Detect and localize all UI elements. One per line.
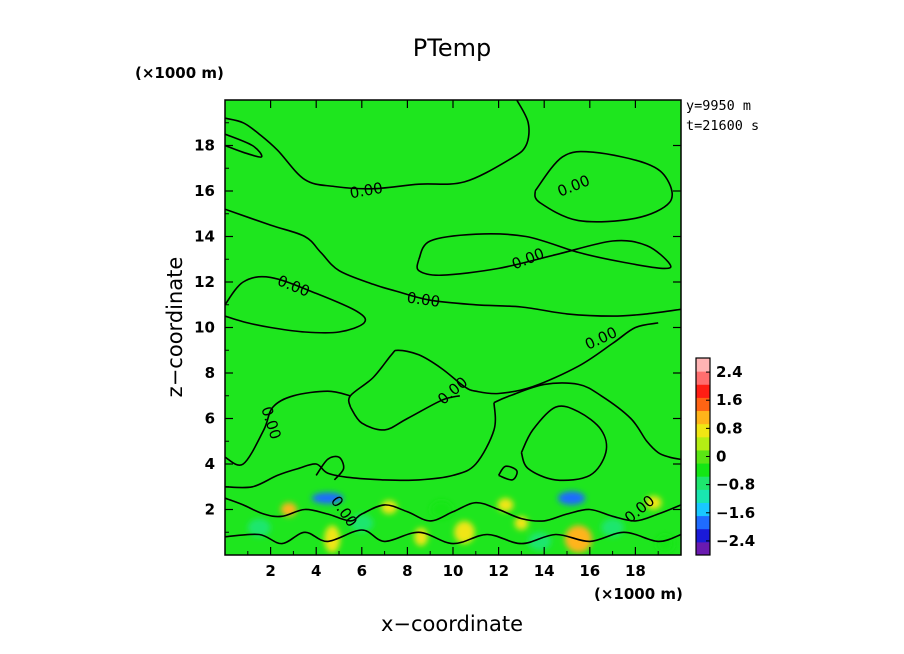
- anomaly-blob-6: [381, 500, 398, 515]
- x-tick-label: 18: [625, 562, 646, 580]
- y-tick-label: 4: [205, 455, 215, 473]
- contour-line-4: [225, 208, 681, 317]
- contour-label-4: 0.00: [406, 288, 442, 310]
- anomaly-blob-7: [497, 498, 514, 512]
- colorbar-label: 2.4: [716, 363, 743, 381]
- info-y-position: y=9950 m: [686, 98, 751, 114]
- contour-label-0: 0.00: [348, 179, 384, 203]
- anomaly-blob-1: [557, 491, 586, 505]
- x-tick-label: 2: [265, 562, 275, 580]
- colorbar-swatch-14: [696, 358, 710, 372]
- colorbar-swatch-4: [696, 489, 710, 503]
- x-tick-label: 6: [357, 562, 367, 580]
- x-tick-label: 14: [534, 562, 555, 580]
- contour-line-5: [225, 275, 367, 334]
- x-tick-label: 10: [443, 562, 464, 580]
- colorbar: 2.4 1.6 0.8 0 −0.8 −1.6 −2.4: [695, 357, 755, 556]
- colorbar-label: −0.8: [716, 476, 755, 494]
- contour-line-10: [493, 382, 681, 461]
- anomaly-blob-0: [311, 492, 344, 504]
- axis-layer: 2 4 6 8 10 12 14 16 18 2 4 6 8 10 12 14 16 18: [194, 100, 681, 580]
- anomaly-blob-9: [414, 527, 428, 546]
- x-unit-label: (×1000 m): [594, 585, 683, 603]
- x-tick-label: 4: [311, 562, 321, 580]
- colorbar-swatch-12: [696, 384, 710, 398]
- colorbar-swatch-2: [696, 515, 710, 530]
- colorbar-label: 0.8: [716, 419, 743, 437]
- y-tick-label: 2: [205, 501, 215, 519]
- anomaly-blob-16: [655, 534, 675, 553]
- colorbar-swatch-8: [696, 436, 710, 451]
- anomaly-blob-8: [645, 495, 662, 510]
- contour-line-12: [315, 455, 345, 481]
- colorbar-swatch-11: [696, 397, 710, 412]
- y-tick-label: 18: [194, 137, 215, 155]
- colorbar-swatch-10: [696, 410, 710, 425]
- colorbar-label: 1.6: [716, 391, 743, 409]
- anomaly-layer: [247, 491, 675, 553]
- y-unit-label: (×1000 m): [135, 64, 224, 82]
- colorbar-swatch-3: [696, 502, 710, 517]
- y-tick-label: 14: [194, 228, 215, 246]
- contour-line-7: [349, 395, 460, 431]
- anomaly-blob-4: [454, 520, 475, 544]
- contour-line-9: [225, 402, 497, 489]
- colorbar-swatch-1: [696, 528, 710, 543]
- contour-line-14: [225, 497, 681, 522]
- contour-line-8: [225, 390, 351, 466]
- x-axis-label: x−coordinate: [381, 612, 523, 636]
- colorbar-swatch-5: [696, 476, 710, 490]
- x-tick-label: 12: [488, 562, 509, 580]
- info-time: t=21600 s: [686, 118, 759, 134]
- y-tick-label: 12: [194, 273, 215, 291]
- x-tick-label: 16: [579, 562, 600, 580]
- contour-line-0: [225, 100, 530, 190]
- anomaly-blob-11: [247, 518, 271, 537]
- colorbar-label: −2.4: [716, 532, 755, 550]
- contour-line-2: [534, 150, 674, 223]
- contour-line-6: [347, 322, 659, 408]
- colorbar-swatch-13: [696, 371, 710, 385]
- contour-line-3: [416, 233, 672, 277]
- contour-line-1: [225, 133, 263, 158]
- y-tick-label: 10: [194, 319, 215, 337]
- contour-line-13: [497, 465, 518, 481]
- colorbar-label: −1.6: [716, 504, 755, 522]
- y-tick-label: 6: [205, 410, 215, 428]
- y-tick-label: 8: [205, 364, 215, 382]
- x-tick-label: 8: [402, 562, 412, 580]
- colorbar-label: 0: [716, 448, 726, 466]
- colorbar-swatch-0: [696, 541, 710, 556]
- contour-line-15: [225, 529, 681, 545]
- colorbar-swatch-9: [696, 423, 710, 438]
- colorbar-swatch-6: [696, 463, 710, 477]
- colorbar-swatch-7: [696, 449, 710, 464]
- contour-line-11: [520, 405, 608, 482]
- anomaly-blob-13: [430, 500, 453, 519]
- y-tick-label: 16: [194, 182, 215, 200]
- y-axis-label: z−coordinate: [163, 257, 187, 398]
- contour-layer: [225, 100, 681, 545]
- anomaly-blob-3: [324, 525, 341, 553]
- chart-title: PTemp: [413, 34, 491, 62]
